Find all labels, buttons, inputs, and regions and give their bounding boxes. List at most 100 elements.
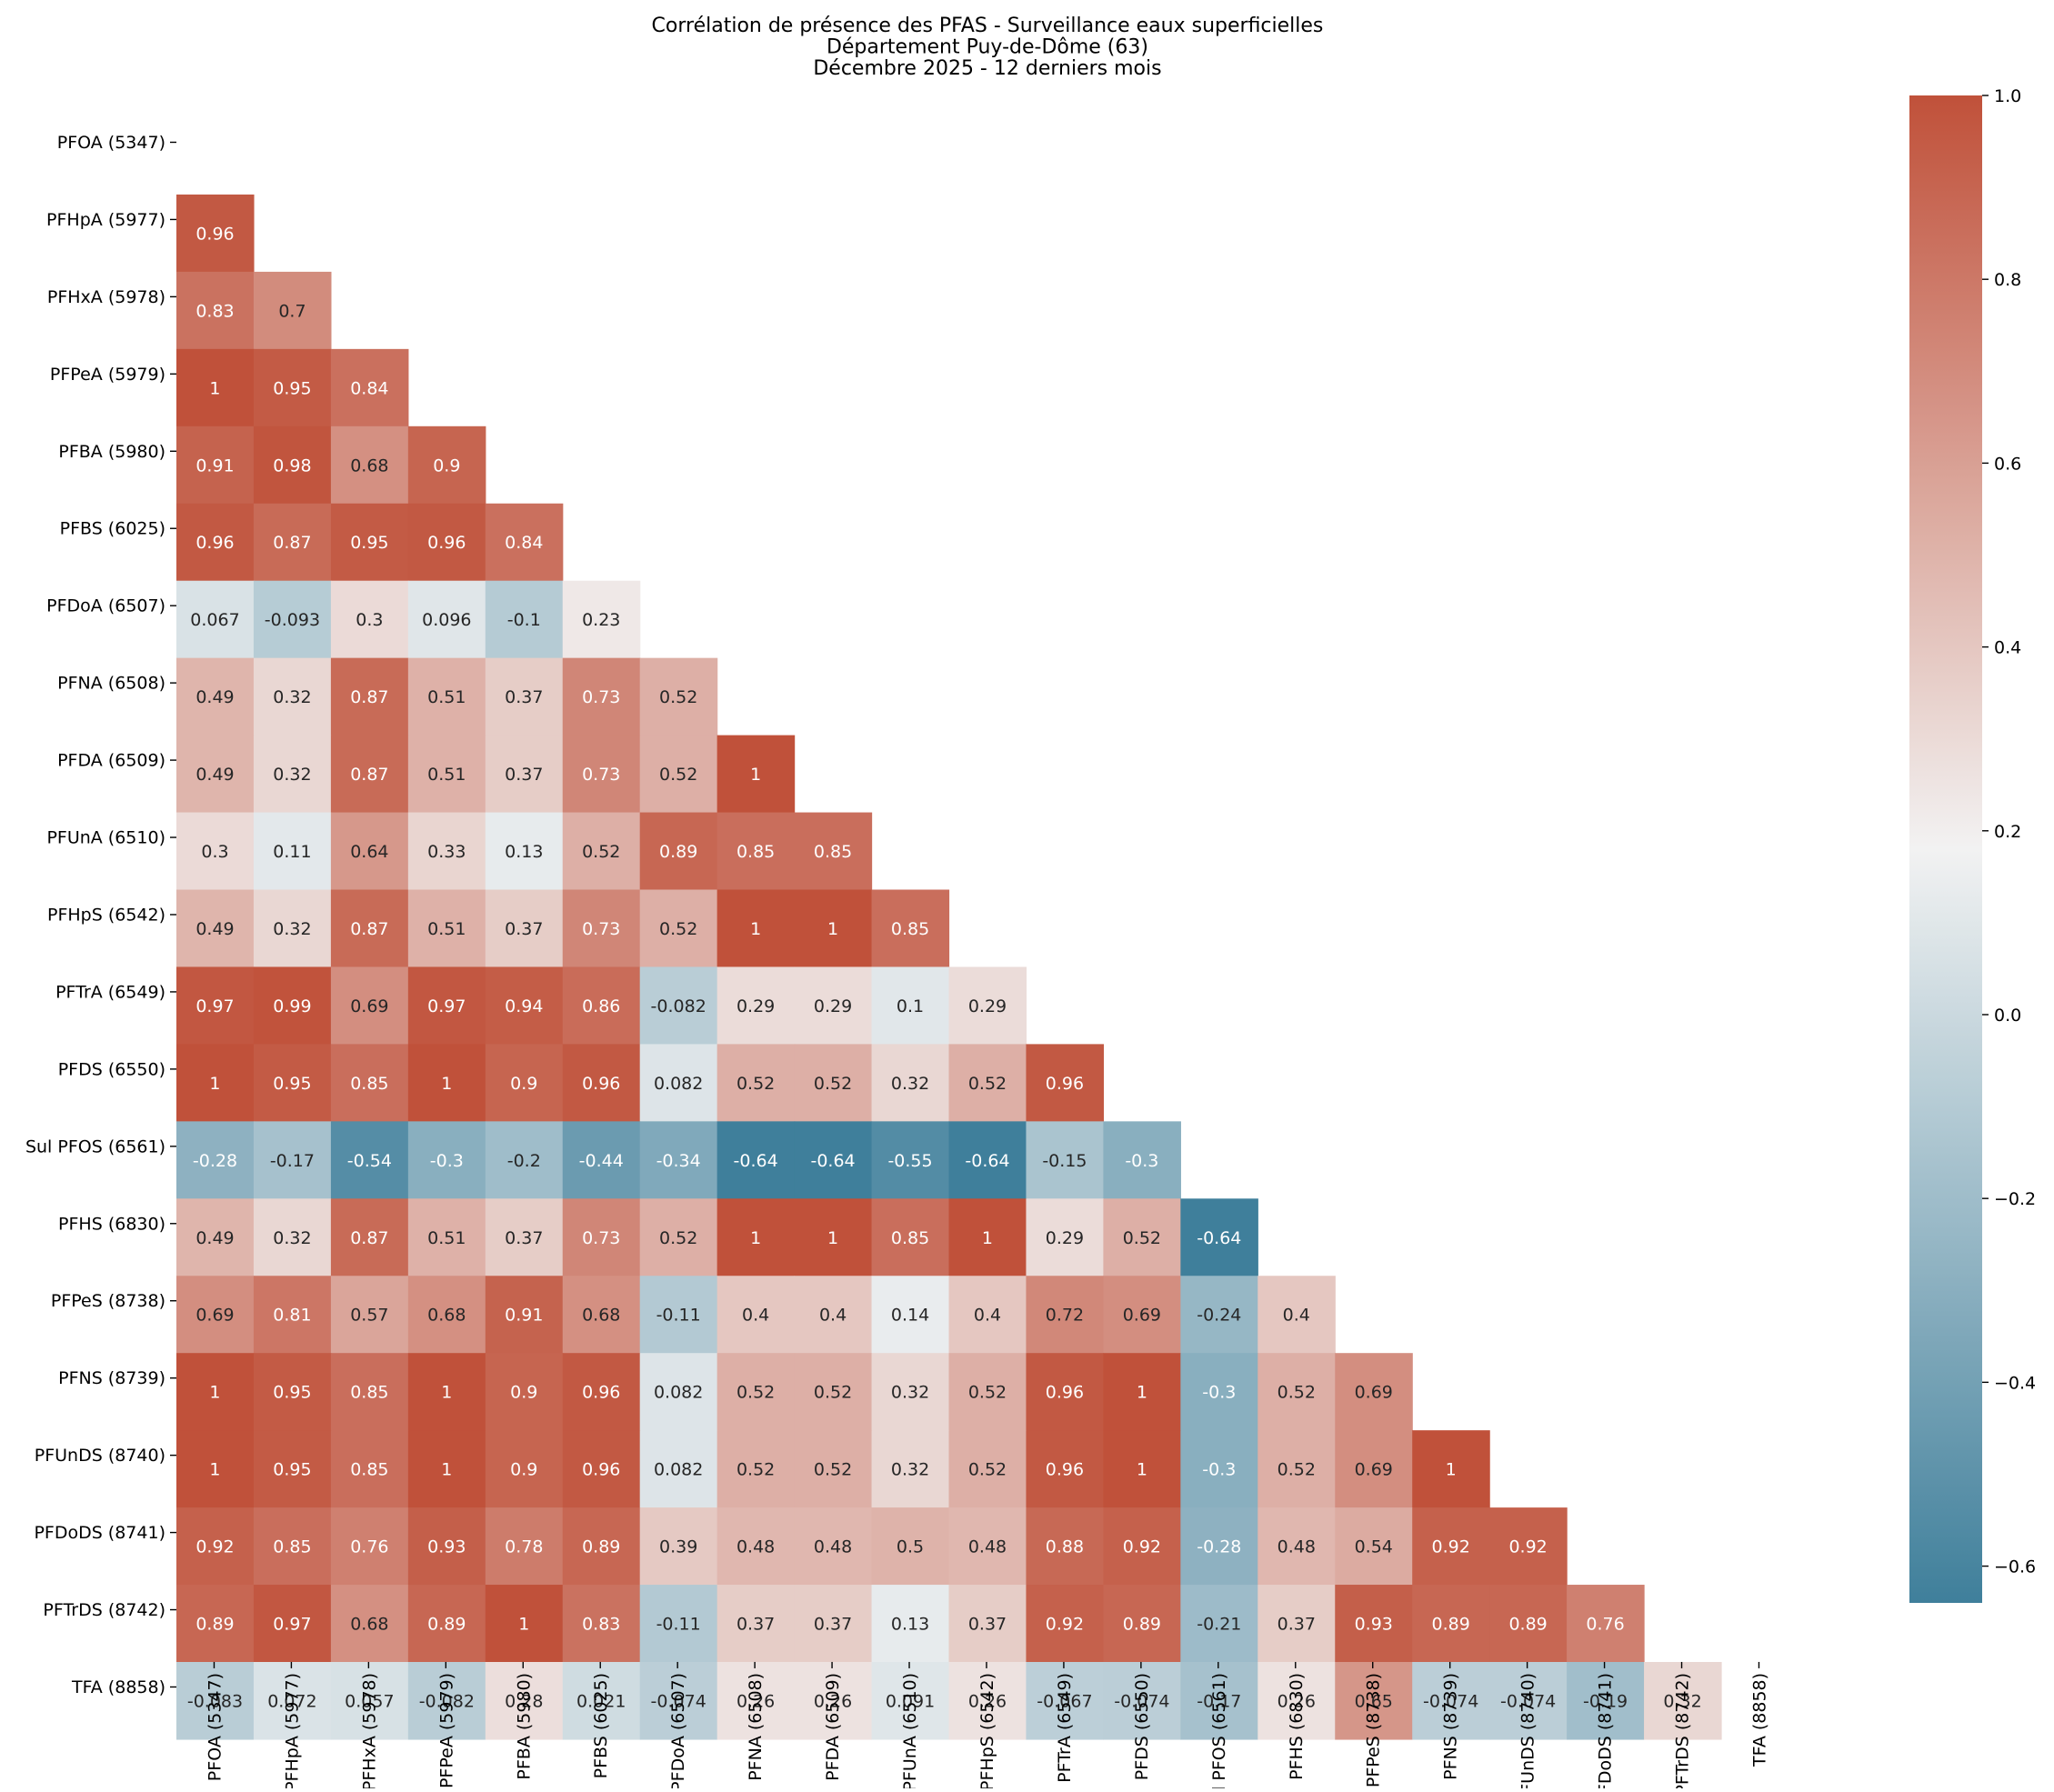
heatmap-cell-r19-c1 xyxy=(253,1585,332,1663)
heatmap-cell-r6-c1 xyxy=(253,580,332,659)
heatmap-cell-label-r10-c6: 0.52 xyxy=(659,919,697,939)
heatmap-cell-r13-c4 xyxy=(485,1121,564,1199)
heatmap-cell-r11-c8 xyxy=(794,966,873,1045)
heatmap-cell-r20-c5 xyxy=(562,1662,641,1740)
colorbar-tick-label-7: −0.4 xyxy=(1994,1373,2036,1393)
heatmap-cell-r14-c12 xyxy=(1103,1198,1181,1276)
heatmap-cell-label-r5-c3: 0.96 xyxy=(427,533,466,553)
heatmap-cell-label-r19-c16: 0.89 xyxy=(1432,1615,1470,1635)
heatmap-cell-r13-c11 xyxy=(1026,1121,1104,1199)
heatmap-cell-label-r14-c9: 0.85 xyxy=(891,1228,929,1248)
x-tick-label-11: PFTrA (6549) xyxy=(1055,1673,1075,1783)
heatmap-cell-r13-c6 xyxy=(639,1121,718,1199)
heatmap-cell-label-r16-c4: 0.9 xyxy=(510,1383,537,1403)
heatmap-cell-r14-c2 xyxy=(330,1198,409,1276)
heatmap-cell-r12-c8 xyxy=(794,1044,873,1122)
heatmap-cell-label-r10-c7: 1 xyxy=(750,919,761,939)
heatmap-cell-r10-c8 xyxy=(794,889,873,968)
heatmap-cell-label-r7-c2: 0.87 xyxy=(350,687,388,707)
heatmap-cell-r14-c11 xyxy=(1026,1198,1104,1276)
x-tick-label-10: PFHpS (6542) xyxy=(977,1673,997,1788)
heatmap-cell-r17-c2 xyxy=(330,1430,409,1508)
heatmap-cell-r13-c9 xyxy=(871,1121,950,1199)
y-tick-label-14: PFHS (6830) xyxy=(58,1214,165,1234)
heatmap-cell-label-r10-c5: 0.73 xyxy=(582,919,620,939)
heatmap-cell-r18-c12 xyxy=(1103,1507,1181,1586)
heatmap-cell-label-r20-c13: -0.17 xyxy=(1197,1691,1241,1711)
heatmap-cell-label-r19-c6: -0.11 xyxy=(656,1615,701,1635)
heatmap-cell-r20-c19 xyxy=(1644,1662,1722,1740)
heatmap-cell-label-r11-c2: 0.69 xyxy=(350,996,388,1016)
heatmap-cell-label-r3-c0: 1 xyxy=(209,378,220,398)
heatmap-cell-label-r14-c8: 1 xyxy=(827,1228,838,1248)
x-tick-label-0: PFOA (5347) xyxy=(205,1673,225,1781)
heatmap-cell-label-r12-c3: 1 xyxy=(441,1074,452,1094)
heatmap-cell-r19-c18 xyxy=(1567,1585,1645,1663)
heatmap-cell-label-r12-c7: 0.52 xyxy=(736,1074,775,1094)
heatmap-cell-label-r20-c0: -0.083 xyxy=(187,1691,243,1711)
heatmap-cell-label-r12-c1: 0.95 xyxy=(273,1074,311,1094)
heatmap-cell-r19-c13 xyxy=(1180,1585,1258,1663)
heatmap-cell-r19-c14 xyxy=(1257,1585,1336,1663)
heatmap-cell-label-r17-c8: 0.52 xyxy=(814,1460,852,1480)
heatmap-cell-label-r13-c12: -0.3 xyxy=(1125,1151,1158,1171)
heatmap-cell-r11-c2 xyxy=(330,966,409,1045)
heatmap-cell-label-r10-c2: 0.87 xyxy=(350,919,388,939)
heatmap-cell-label-r16-c7: 0.52 xyxy=(736,1383,775,1403)
heatmap-cell-r12-c1 xyxy=(253,1044,332,1122)
heatmap-cell-label-r12-c9: 0.32 xyxy=(891,1074,929,1094)
heatmap-cell-r17-c5 xyxy=(562,1430,641,1508)
x-tick-label-9: PFUnA (6510) xyxy=(900,1673,920,1788)
heatmap-cell-label-r15-c3: 0.68 xyxy=(427,1306,466,1326)
heatmap-cell-r9-c5 xyxy=(562,812,641,891)
heatmap-cell-label-r6-c1: -0.093 xyxy=(265,610,320,630)
heatmap-cell-label-r20-c15: 0.65 xyxy=(1355,1691,1393,1711)
heatmap-cell-label-r10-c4: 0.37 xyxy=(505,919,543,939)
heatmap-cell-label-r9-c3: 0.33 xyxy=(427,842,466,862)
heatmap-cell-r17-c12 xyxy=(1103,1430,1181,1508)
heatmap-cell-label-r10-c1: 0.32 xyxy=(273,919,311,939)
heatmap-cell-r3-c0 xyxy=(176,348,255,427)
x-tick-label-18: PFDoDS (8741) xyxy=(1596,1673,1616,1788)
heatmap-cell-label-r19-c5: 0.83 xyxy=(582,1615,620,1635)
heatmap-cell-label-r15-c12: 0.69 xyxy=(1123,1306,1161,1326)
x-tick-label-8: PFDA (6509) xyxy=(823,1673,843,1781)
heatmap-cell-r8-c4 xyxy=(485,735,564,814)
heatmap-cell-label-r20-c11: -0.067 xyxy=(1037,1691,1092,1711)
heatmap-cell-r12-c2 xyxy=(330,1044,409,1122)
heatmap-cell-r18-c6 xyxy=(639,1507,718,1586)
y-tick-label-2: PFHxA (5978) xyxy=(47,287,165,307)
heatmap-cell-label-r2-c0: 0.83 xyxy=(195,301,234,321)
heatmap-cell-r17-c3 xyxy=(407,1430,486,1508)
heatmap-cell-r16-c8 xyxy=(794,1353,873,1431)
y-tick-label-6: PFDoA (6507) xyxy=(46,596,165,616)
heatmap-cell-label-r19-c11: 0.92 xyxy=(1046,1615,1084,1635)
heatmap-cell-label-r20-c9: 0.091 xyxy=(886,1691,935,1711)
heatmap-cell-label-r3-c2: 0.84 xyxy=(350,378,388,398)
heatmap-cell-label-r8-c1: 0.32 xyxy=(273,765,311,785)
heatmap-cell-label-r14-c2: 0.87 xyxy=(350,1228,388,1248)
heatmap-cell-r12-c4 xyxy=(485,1044,564,1122)
heatmap-cell-r14-c8 xyxy=(794,1198,873,1276)
heatmap-cell-label-r20-c2: 0.057 xyxy=(345,1691,394,1711)
heatmap-cell-label-r13-c6: -0.34 xyxy=(656,1151,701,1171)
heatmap-cell-label-r20-c18: -0.19 xyxy=(1583,1691,1628,1711)
heatmap-cell-label-r17-c15: 0.69 xyxy=(1355,1460,1393,1480)
heatmap-cell-r14-c0 xyxy=(176,1198,255,1276)
heatmap-cell-r5-c3 xyxy=(407,503,486,582)
heatmap-cell-r17-c13 xyxy=(1180,1430,1258,1508)
heatmap-cell-r5-c4 xyxy=(485,503,564,582)
heatmap-cell-r15-c11 xyxy=(1026,1276,1104,1354)
heatmap-cell-r13-c12 xyxy=(1103,1121,1181,1199)
heatmap-cell-r7-c0 xyxy=(176,657,255,736)
heatmap-cell-r10-c4 xyxy=(485,889,564,968)
heatmap-cell-label-r18-c11: 0.88 xyxy=(1046,1537,1084,1557)
heatmap-cell-label-r16-c11: 0.96 xyxy=(1046,1383,1084,1403)
y-tick-label-4: PFBA (5980) xyxy=(58,442,165,462)
heatmap-cell-r4-c2 xyxy=(330,425,409,505)
heatmap-cell-label-r10-c0: 0.49 xyxy=(195,919,234,939)
heatmap-cell-label-r14-c6: 0.52 xyxy=(659,1228,697,1248)
heatmap-cell-r18-c15 xyxy=(1335,1507,1413,1586)
heatmap-cell-label-r15-c1: 0.81 xyxy=(273,1306,311,1326)
